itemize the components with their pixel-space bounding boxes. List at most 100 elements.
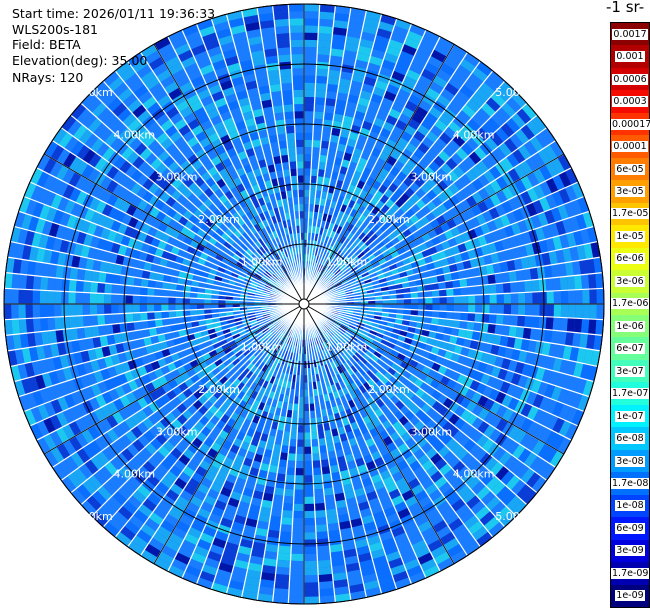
range-gate	[535, 131, 550, 149]
range-gate	[565, 331, 574, 347]
range-gate	[510, 281, 518, 294]
range-gate	[288, 4, 304, 12]
range-gate	[492, 146, 507, 162]
range-gate	[420, 68, 437, 82]
range-gate	[461, 104, 477, 119]
range-gate	[297, 425, 304, 433]
range-gate	[54, 277, 63, 292]
range-gate	[326, 270, 333, 278]
range-gate	[381, 362, 391, 372]
range-gate	[548, 222, 560, 238]
range-gate	[433, 43, 451, 57]
range-gate	[348, 87, 362, 97]
range-gate	[339, 129, 351, 139]
range-gate	[483, 76, 500, 92]
range-gate	[538, 316, 547, 330]
range-gate	[396, 137, 409, 149]
range-gate	[344, 258, 352, 266]
range-gate	[442, 175, 454, 188]
range-gate	[342, 321, 350, 327]
range-gate	[336, 316, 344, 322]
range-gate	[428, 268, 437, 278]
range-gate	[481, 155, 495, 170]
range-gate	[488, 428, 502, 443]
range-gate	[313, 488, 325, 497]
range-gate	[470, 164, 484, 178]
range-gate	[375, 299, 383, 304]
range-gate	[513, 337, 523, 350]
range-gate	[11, 288, 19, 304]
range-gate	[32, 275, 42, 291]
range-gate	[90, 270, 100, 283]
range-gate	[573, 274, 583, 290]
range-gate	[454, 234, 464, 246]
range-gate	[363, 261, 372, 269]
range-gate	[75, 280, 84, 293]
range-gate	[486, 375, 498, 389]
range-gate	[337, 329, 345, 336]
range-gate	[367, 346, 376, 355]
range-gate	[510, 304, 519, 316]
range-gate	[304, 204, 310, 212]
range-gate	[513, 429, 527, 445]
range-gate	[290, 560, 304, 569]
range-gate	[304, 539, 317, 547]
range-gate	[451, 70, 468, 85]
range-gate	[564, 390, 576, 407]
range-gate	[313, 204, 320, 213]
range-gate	[499, 260, 509, 273]
range-gate	[551, 157, 565, 175]
range-gate	[296, 168, 304, 176]
range-gate	[545, 430, 559, 447]
range-gate	[495, 189, 508, 204]
range-gate	[568, 215, 580, 232]
range-gate	[495, 404, 508, 419]
range-gate	[520, 256, 530, 270]
range-gate	[154, 296, 162, 304]
range-gate	[450, 152, 464, 166]
range-gate	[476, 107, 491, 123]
range-gate	[437, 250, 447, 260]
range-gate	[483, 411, 496, 425]
range-gate	[552, 357, 563, 373]
range-gate	[98, 324, 107, 337]
range-gate	[314, 97, 326, 106]
range-gate	[458, 385, 470, 397]
range-gate	[320, 265, 326, 274]
range-gate	[75, 304, 83, 316]
range-gate	[459, 320, 468, 330]
range-gate	[463, 155, 477, 170]
range-gate	[544, 209, 556, 225]
range-gate	[385, 45, 402, 58]
range-gate	[335, 150, 345, 160]
range-gate	[531, 439, 546, 456]
range-gate	[277, 54, 292, 63]
range-gate	[410, 309, 419, 316]
range-gate	[304, 189, 310, 197]
range-gate	[552, 235, 563, 251]
range-gate	[385, 83, 400, 96]
range-gate	[460, 286, 469, 296]
range-gate	[290, 39, 304, 48]
range-gate	[384, 254, 394, 262]
range-gate	[369, 272, 378, 279]
range-gate	[335, 284, 344, 290]
range-gate	[444, 82, 460, 96]
range-gate	[276, 559, 291, 568]
range-gate	[450, 370, 461, 382]
range-gate	[324, 278, 331, 285]
range-gate	[460, 409, 472, 422]
range-gate	[290, 46, 304, 55]
range-gate	[453, 202, 465, 215]
range-gate	[506, 96, 522, 113]
range-gate	[332, 224, 339, 233]
range-gate	[308, 204, 315, 212]
range-gate	[393, 143, 406, 155]
range-gate	[346, 232, 355, 241]
range-gate	[304, 32, 319, 41]
range-gate	[271, 98, 284, 107]
range-gate	[324, 98, 337, 107]
range-gate	[351, 332, 360, 339]
range-gate	[349, 242, 357, 251]
